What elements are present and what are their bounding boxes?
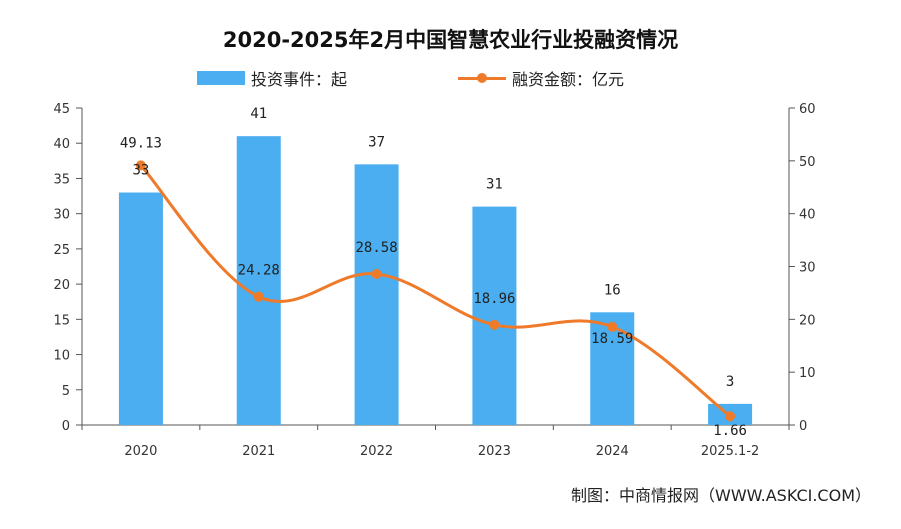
left-tick-label: 0 [62, 419, 70, 434]
right-tick-label: 40 [799, 208, 816, 223]
x-tick-label: 2024 [596, 444, 629, 459]
x-tick-label: 2021 [242, 444, 275, 459]
left-tick-label: 15 [53, 313, 70, 328]
financing-amount-line [139, 164, 731, 418]
left-tick-label: 25 [53, 243, 70, 258]
bar [472, 206, 517, 425]
legend-item-investment-events: 投资事件：起 [197, 66, 347, 90]
left-tick-label: 10 [53, 349, 70, 364]
line-point [489, 319, 500, 330]
line-data-label: 28.58 [356, 240, 398, 256]
line-point [135, 160, 146, 171]
bar [354, 164, 399, 425]
legend-label-financing-amount: 融资金额：亿元 [512, 70, 625, 89]
x-tick-label: 2020 [124, 444, 157, 459]
bar-data-label: 37 [368, 134, 385, 150]
left-tick-label: 45 [53, 102, 70, 117]
bar-data-label: 16 [604, 282, 621, 298]
line-data-label: 24.28 [238, 263, 280, 279]
legend-label-investment-events: 投资事件：起 [251, 70, 348, 89]
chart-legend: 投资事件：起 融资金额：亿元 [0, 66, 901, 92]
line-data-label: 18.96 [473, 291, 515, 307]
line-point [725, 411, 736, 422]
bar [236, 136, 281, 425]
left-tick-label: 35 [53, 172, 70, 187]
right-tick-label: 10 [799, 366, 816, 381]
right-tick-label: 20 [799, 313, 816, 328]
right-tick-label: 30 [799, 261, 816, 276]
line-point [253, 291, 264, 302]
left-tick-label: 30 [53, 208, 70, 223]
source-credit: 制图：中商情报网（WWW.ASKCI.COM） [571, 486, 871, 505]
bar-data-label: 33 [132, 163, 149, 179]
left-tick-label: 20 [53, 278, 70, 293]
bar [118, 192, 163, 425]
left-tick-label: 5 [62, 384, 70, 399]
legend-bar-swatch [197, 71, 245, 85]
line-point [371, 269, 382, 280]
line-point [607, 321, 618, 332]
bar-data-label: 3 [726, 374, 734, 390]
chart-title: 2020-2025年2月中国智慧农业行业投融资情况 [222, 28, 679, 52]
right-tick-label: 50 [799, 155, 816, 170]
left-tick-label: 40 [53, 137, 70, 152]
line-data-label: 18.59 [591, 331, 633, 347]
right-tick-label: 60 [799, 102, 816, 117]
legend-item-financing-amount: 融资金额：亿元 [458, 66, 624, 90]
right-tick-label: 0 [799, 419, 807, 434]
x-tick-label: 2022 [360, 444, 393, 459]
x-tick-label: 2025.1-2 [701, 444, 759, 459]
bar-data-label: 31 [486, 177, 503, 193]
line-data-label: 49.13 [120, 135, 162, 151]
bar-data-label: 41 [250, 106, 267, 122]
legend-line-swatch [458, 71, 506, 85]
line-data-label: 1.66 [713, 423, 747, 439]
x-tick-label: 2023 [478, 444, 511, 459]
